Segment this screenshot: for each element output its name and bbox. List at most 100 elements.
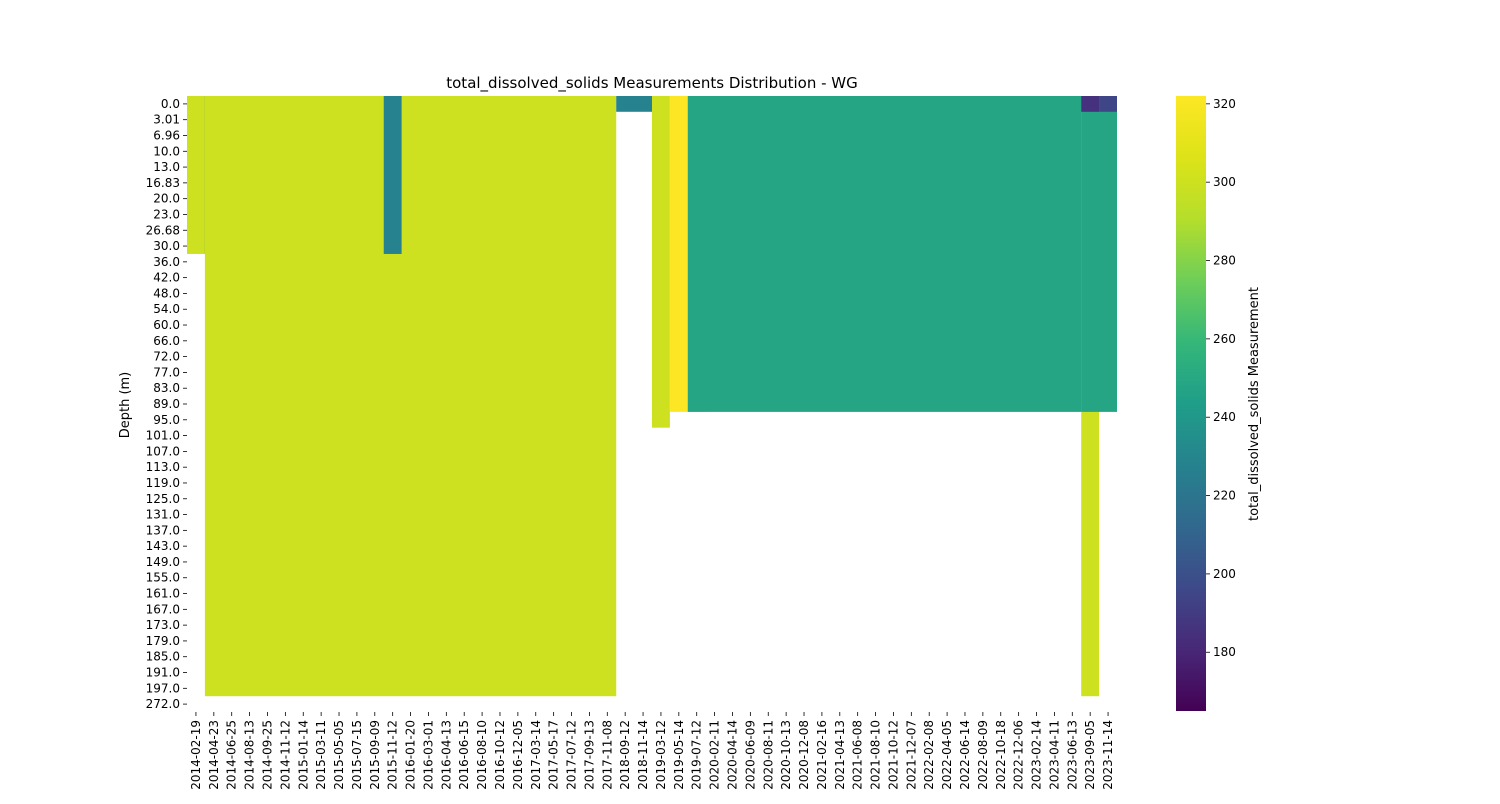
y-tick-label: 0.0: [161, 97, 180, 111]
heatmap-cell-block-11: [1099, 96, 1117, 112]
y-tick-label: 16.83: [146, 176, 180, 190]
y-tick-label: 36.0: [153, 255, 180, 269]
x-tick-label: 2017-07-12: [565, 720, 579, 790]
heatmap-cell-block-5: [652, 96, 670, 428]
x-tick-label: 2014-08-13: [243, 720, 257, 790]
x-tick-label: 2015-05-05: [332, 720, 346, 790]
x-tick-label: 2023-04-11: [1047, 720, 1061, 790]
y-tick-label: 185.0: [146, 650, 180, 664]
x-tick-label: 2021-04-13: [833, 720, 847, 790]
colorbar-gradient: [1176, 96, 1206, 711]
y-tick-label: 42.0: [153, 271, 180, 285]
x-tick-label: 2017-03-14: [529, 720, 543, 790]
y-tick-label: 113.0: [146, 460, 180, 474]
y-tick-label: 179.0: [146, 634, 180, 648]
colorbar-ticks: 180 200 220 240 260 280 300 320: [1206, 97, 1236, 659]
colorbar-tick-label: 300: [1213, 175, 1236, 189]
x-tick-label: 2020-04-14: [725, 720, 739, 790]
y-tick-label: 72.0: [153, 350, 180, 364]
x-tick-label: 2020-10-13: [779, 720, 793, 790]
x-tick-label: 2020-08-11: [761, 720, 775, 790]
y-axis-label: Depth (m): [118, 372, 133, 439]
colorbar-tick-label: 180: [1213, 645, 1236, 659]
colorbar-tick-label: 260: [1213, 332, 1236, 346]
x-tick-label: 2014-04-23: [207, 720, 221, 790]
x-tick-label: 2018-09-12: [618, 720, 632, 790]
x-tick-label: 2019-05-14: [672, 720, 686, 790]
y-tick-label: 125.0: [146, 492, 180, 506]
x-tick-label: 2016-03-01: [421, 720, 435, 790]
x-tick-label: 2021-06-08: [851, 720, 865, 790]
y-tick-label: 66.0: [153, 334, 180, 348]
x-tick-label: 2019-07-12: [690, 720, 704, 790]
heatmap-cell-block-9: [1081, 96, 1117, 412]
x-tick-label: 2017-05-17: [547, 720, 561, 790]
colorbar-tick-label: 200: [1213, 567, 1236, 581]
y-tick-label: 155.0: [146, 571, 180, 585]
y-tick-label: 137.0: [146, 523, 180, 537]
x-tick-label: 2021-02-16: [815, 720, 829, 790]
y-tick-label: 131.0: [146, 508, 180, 522]
x-tick-label: 2020-06-09: [743, 720, 757, 790]
x-tick-label: 2017-11-08: [600, 720, 614, 790]
x-tick-label: 2016-06-15: [457, 720, 471, 790]
colorbar-tick-label: 240: [1213, 410, 1236, 424]
x-tick-label: 2022-06-14: [958, 720, 972, 790]
colorbar-tick-label: 220: [1213, 489, 1236, 503]
x-tick-label: 2018-11-14: [636, 720, 650, 790]
x-tick-label: 2022-02-08: [922, 720, 936, 790]
y-tick-label: 3.01: [153, 113, 180, 127]
y-tick-label: 149.0: [146, 555, 180, 569]
y-tick-label: 143.0: [146, 539, 180, 553]
heatmap-cell-block-7: [687, 96, 1100, 412]
y-tick-label: 272.0: [146, 697, 180, 711]
y-tick-label: 107.0: [146, 444, 180, 458]
heatmap-cell-block-4: [616, 96, 652, 112]
heatmap-cell-block-3: [383, 96, 402, 254]
y-tick-label: 48.0: [153, 286, 180, 300]
y-axis-ticks: 0.0 3.016.96 10.0 13.0 16.83 20.023.0 26.68 30.…: [146, 97, 187, 711]
y-tick-label: 89.0: [153, 397, 180, 411]
x-tick-label: 2017-09-13: [582, 720, 596, 790]
x-tick-label: 2015-11-12: [386, 720, 400, 790]
x-tick-label: 2021-08-10: [869, 720, 883, 790]
x-axis-ticks: 2014-02-19 2014-04-23 2014-06-25 2014-08-13…: [189, 712, 1115, 790]
heatmap-cell-block-10: [1081, 96, 1100, 112]
y-tick-label: 191.0: [146, 666, 180, 680]
heatmap-cell-block-2: [204, 96, 617, 697]
y-tick-label: 60.0: [153, 318, 180, 332]
y-tick-label: 23.0: [153, 207, 180, 221]
x-tick-label: 2019-03-12: [654, 720, 668, 790]
x-tick-label: 2016-04-13: [439, 720, 453, 790]
x-tick-label: 2014-09-25: [260, 720, 274, 790]
x-tick-label: 2015-09-09: [368, 720, 382, 790]
x-tick-label: 2022-08-09: [976, 720, 990, 790]
y-tick-label: 173.0: [146, 618, 180, 632]
x-tick-label: 2014-11-12: [278, 720, 292, 790]
y-tick-label: 20.0: [153, 192, 180, 206]
colorbar-tick-label: 280: [1213, 254, 1236, 268]
x-tick-label: 2016-08-10: [475, 720, 489, 790]
colorbar: 180 200 220 240 260 280 300 320 total_dissolved…: [1176, 96, 1262, 711]
x-tick-label: 2020-02-11: [708, 720, 722, 790]
chart-title: total_dissolved_solids Measurements Dist…: [446, 74, 858, 93]
colorbar-label: total_dissolved_solids Measurement: [1247, 287, 1262, 521]
x-tick-label: 2014-06-25: [225, 720, 239, 790]
x-tick-label: 2022-04-05: [940, 720, 954, 790]
y-tick-label: 26.68: [146, 223, 180, 237]
x-tick-label: 2016-10-12: [493, 720, 507, 790]
x-tick-label: 2023-11-14: [1101, 720, 1115, 790]
x-tick-label: 2022-12-06: [1012, 720, 1026, 790]
y-tick-label: 10.0: [153, 144, 180, 158]
y-tick-label: 6.96: [153, 128, 180, 142]
x-tick-label: 2016-12-05: [511, 720, 525, 790]
y-tick-label: 101.0: [146, 429, 180, 443]
x-tick-label: 2023-02-14: [1030, 720, 1044, 790]
y-tick-label: 83.0: [153, 381, 180, 395]
y-tick-label: 54.0: [153, 302, 180, 316]
x-tick-label: 2020-12-08: [797, 720, 811, 790]
x-tick-label: 2015-01-14: [296, 720, 310, 790]
x-tick-label: 2023-09-05: [1083, 720, 1097, 790]
